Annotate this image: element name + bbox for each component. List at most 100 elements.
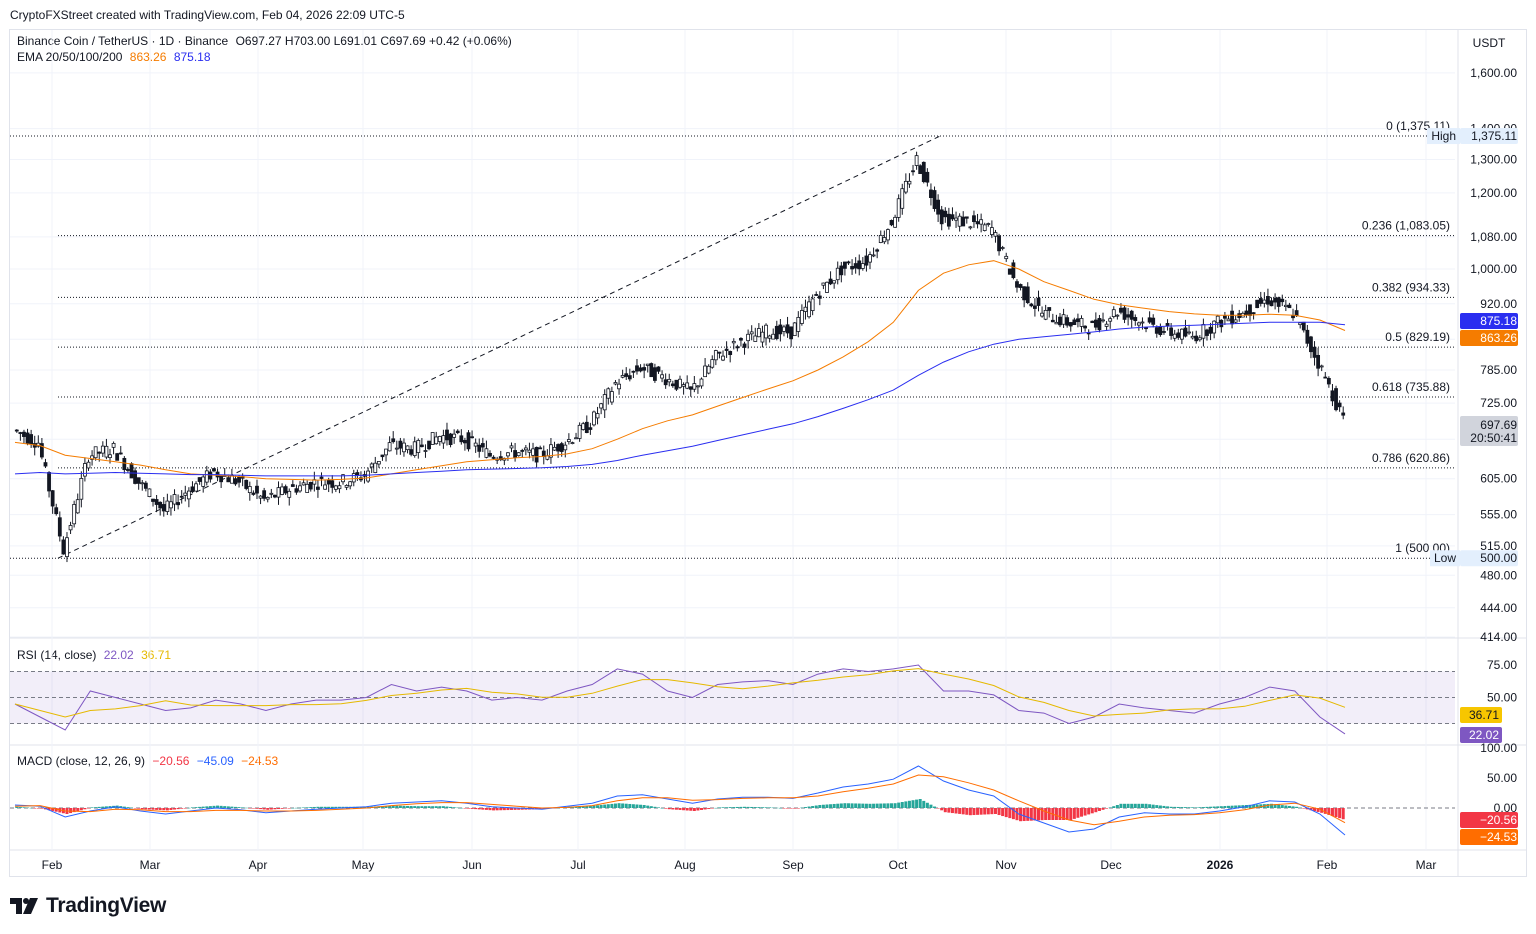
price-tick-label: 414.00	[1480, 630, 1517, 644]
macd-histogram-bar	[954, 808, 958, 814]
macd-histogram-bar	[499, 808, 503, 811]
candle-body	[1068, 322, 1073, 327]
macd-histogram-bar	[452, 807, 456, 808]
candle-body	[1126, 314, 1131, 318]
candle-body	[79, 478, 84, 500]
macd-histogram-bar	[241, 807, 245, 808]
macd-signal-tag-bg	[1460, 829, 1518, 845]
macd-histogram-bar	[1280, 805, 1284, 808]
candle-body	[1162, 331, 1166, 333]
macd-histogram-bar	[205, 806, 209, 808]
candle-body	[957, 215, 962, 227]
candle-body	[936, 199, 941, 215]
candle-body	[914, 155, 919, 166]
candle-body	[1093, 319, 1098, 328]
time-tick-label: Feb	[42, 858, 63, 872]
candle-body	[1183, 327, 1188, 337]
macd-title: MACD (close, 12, 26, 9)	[17, 754, 146, 768]
price-tick-label: 1,200.00	[1470, 186, 1517, 200]
candle-body	[1047, 307, 1052, 311]
low-label-bg	[1430, 550, 1460, 567]
candle-body	[1316, 354, 1321, 369]
candle-body	[133, 470, 137, 484]
macd-histogram-bar	[1255, 804, 1259, 808]
candle-body	[1326, 378, 1331, 385]
candle-body	[735, 346, 740, 349]
candle-body	[749, 331, 754, 335]
macd-histogram-bar	[965, 808, 969, 815]
candle-body	[75, 499, 80, 514]
candle-body	[1076, 318, 1080, 323]
price-axis[interactable]: 1,600.001,400.001,300.001,200.001,080.00…	[1427, 66, 1518, 644]
candle-body	[731, 340, 736, 344]
candle-body	[265, 496, 270, 500]
candle-body	[566, 439, 571, 442]
ema-legend[interactable]: EMA 20/50/100/200 863.26 875.18	[17, 50, 215, 64]
candle-body	[100, 445, 105, 454]
candle-body	[1176, 332, 1181, 338]
candle-body	[1330, 390, 1335, 402]
macd-histogram-bar	[707, 808, 711, 809]
candle-body	[918, 165, 923, 174]
macd-histogram-bar	[90, 807, 94, 808]
macd-histogram-bar	[1004, 808, 1008, 818]
candle-body	[226, 477, 231, 483]
macd-histogram-bar	[510, 808, 514, 810]
candle-body	[355, 472, 360, 476]
macd-histogram-bar	[768, 807, 772, 808]
macd-histogram-bar	[1216, 806, 1220, 808]
candle-body	[1007, 268, 1012, 275]
candle-body	[1083, 325, 1087, 329]
rsi-value: 22.02	[103, 648, 134, 662]
macd-histogram-bar	[219, 805, 223, 808]
candle-body	[746, 333, 751, 342]
candle-body	[574, 437, 578, 440]
macd-histogram-bar	[1169, 806, 1173, 808]
candle-body	[599, 403, 604, 409]
candle-body	[323, 484, 327, 490]
candle-body	[1255, 299, 1260, 309]
price-tick-label: 1,080.00	[1470, 230, 1517, 244]
chart-frame[interactable]	[9, 29, 1527, 877]
time-tick-label: Jul	[570, 858, 585, 872]
candle-body	[753, 335, 758, 342]
rsi-legend[interactable]: RSI (14, close) 22.02 36.71	[17, 648, 175, 662]
macd-histogram-bar	[520, 808, 524, 810]
macd-histogram-bar	[782, 808, 786, 809]
macd-histogram-bar	[875, 803, 879, 808]
candle-body	[678, 378, 682, 388]
macd-histogram-bar	[1076, 808, 1080, 818]
rsi-value-tag-bg	[1460, 727, 1502, 743]
rsi-tick-label: 75.00	[1487, 658, 1517, 672]
symbol-pair[interactable]: Binance Coin / TetherUS · 1D · Binance	[17, 34, 229, 48]
candle-body	[796, 316, 801, 332]
candle-body	[789, 326, 794, 340]
price-tick-label: 725.00	[1480, 396, 1517, 410]
macd-histogram-bar	[137, 808, 141, 809]
candle-body	[366, 470, 371, 482]
low-value-tag: 500.00	[1480, 551, 1517, 565]
macd-histogram-bar	[1015, 808, 1019, 821]
candle-body	[1248, 304, 1252, 316]
currency-button[interactable]: USDT	[1472, 36, 1506, 50]
candle-body	[832, 280, 837, 284]
time-axis[interactable]: Feb Mar Apr May Jun Jul Aug Sep Oct Nov Dec 2026 Feb…	[42, 858, 1437, 872]
price-tick-label: 555.00	[1480, 508, 1517, 522]
macd-histogram-bar	[398, 805, 402, 808]
candle-body	[513, 450, 517, 458]
candle-body	[929, 189, 933, 198]
candle-body	[219, 475, 224, 483]
macd-histogram-bar	[1083, 808, 1087, 816]
time-tick-label: Apr	[249, 858, 268, 872]
candle-body	[724, 348, 729, 351]
tradingview-logo[interactable]: TradingView	[10, 894, 166, 918]
macd-legend[interactable]: MACD (close, 12, 26, 9) −20.56 −45.09 −2…	[17, 754, 282, 768]
macd-histogram-bar	[513, 808, 517, 810]
macd-histogram-bar	[750, 806, 754, 808]
macd-histogram-bar	[334, 806, 338, 808]
candle-body	[531, 448, 535, 456]
candle-body	[986, 223, 991, 225]
macd-histogram-bar	[1176, 806, 1180, 808]
candle-body	[882, 237, 887, 243]
